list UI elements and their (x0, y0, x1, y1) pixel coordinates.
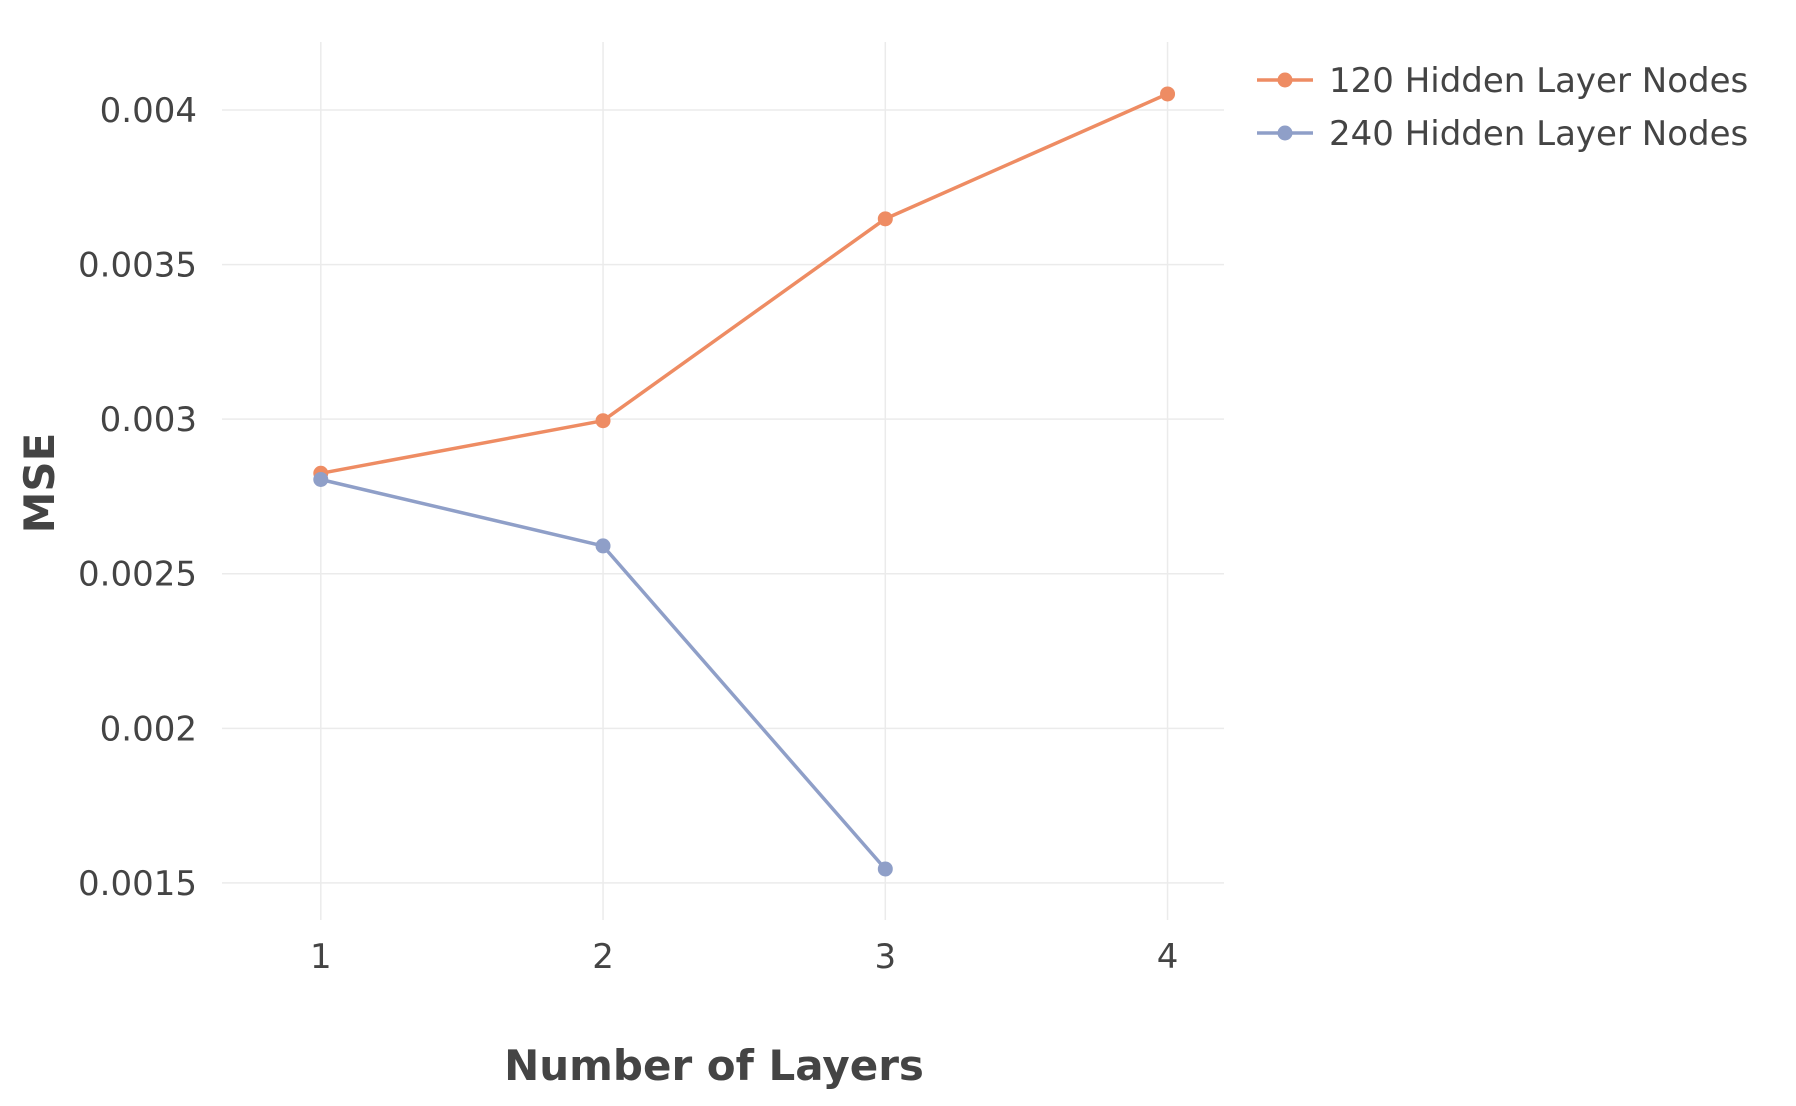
x-axis-title: Number of Layers (504, 1041, 924, 1090)
legend-swatch-marker (1277, 125, 1293, 141)
x-tick-label: 4 (1157, 937, 1179, 977)
x-axis-ticks: 1 2 3 4 (310, 937, 1178, 977)
legend-label: 240 Hidden Layer Nodes (1329, 114, 1748, 154)
series-1 (313, 86, 1176, 481)
legend-swatch-marker (1277, 72, 1293, 88)
x-tick-label: 3 (874, 937, 896, 977)
grid (222, 42, 1224, 920)
legend-item[interactable]: 240 Hidden Layer Nodes (1257, 114, 1748, 154)
y-tick-label: 0.0035 (78, 246, 197, 286)
data-point[interactable] (1160, 86, 1176, 102)
legend-item[interactable]: 120 Hidden Layer Nodes (1257, 61, 1748, 101)
series-group (313, 86, 1176, 877)
data-point[interactable] (877, 211, 893, 227)
y-tick-label: 0.0015 (78, 864, 197, 904)
data-point[interactable] (877, 861, 893, 877)
y-tick-label: 0.004 (100, 91, 197, 131)
data-point[interactable] (313, 471, 329, 487)
y-tick-label: 0.0025 (78, 555, 197, 595)
data-point[interactable] (595, 413, 611, 429)
y-tick-label: 0.002 (100, 709, 197, 749)
legend-label: 120 Hidden Layer Nodes (1329, 61, 1748, 101)
x-tick-label: 1 (310, 937, 332, 977)
x-tick-label: 2 (592, 937, 614, 977)
data-point[interactable] (595, 538, 611, 554)
y-axis-ticks: 0.0015 0.002 0.0025 0.003 0.0035 0.004 (78, 91, 197, 904)
y-axis-title: MSE (15, 433, 64, 534)
series-2 (313, 471, 893, 877)
y-tick-label: 0.003 (100, 400, 197, 440)
series-line (319, 92, 1170, 476)
legend: 120 Hidden Layer Nodes 240 Hidden Layer N… (1257, 61, 1748, 154)
